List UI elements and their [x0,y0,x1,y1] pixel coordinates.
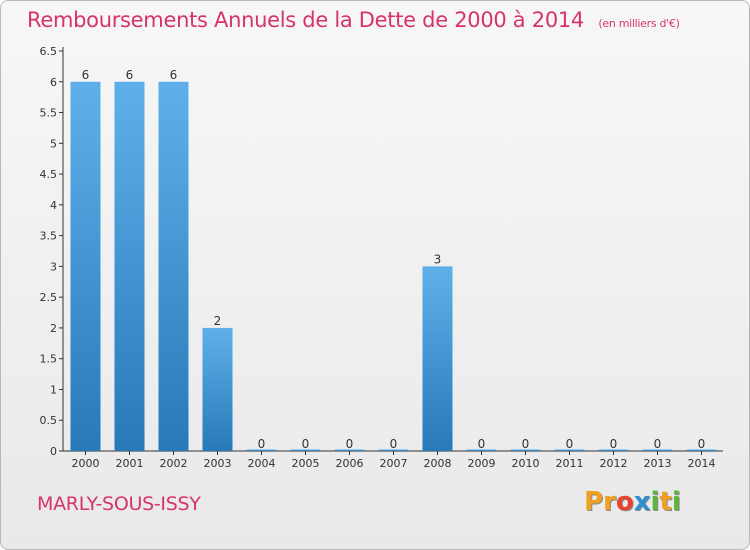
y-tick-label: 0 [50,445,57,458]
data-label: 0 [478,437,486,451]
x-tick-label: 2014 [688,457,716,470]
bar [246,449,277,451]
data-label: 0 [566,437,574,451]
data-label: 6 [126,68,134,82]
data-label: 2 [214,314,222,328]
data-label: 3 [434,252,442,266]
bar [378,449,409,451]
bar [686,449,717,451]
bar [510,449,541,451]
bar [114,81,145,452]
y-tick-label: 3 [50,260,57,273]
data-label: 6 [82,68,90,82]
data-label: 0 [390,437,398,451]
x-tick-label: 2009 [468,457,496,470]
x-tick-label: 2010 [512,457,540,470]
chart-title-text: Remboursements Annuels de la Dette de 20… [27,8,584,32]
y-tick-label: 4.5 [40,168,58,181]
y-tick-label: 1.5 [40,353,58,366]
x-tick-label: 2003 [204,457,232,470]
y-tick-label: 5.5 [40,107,58,120]
bar [466,449,497,451]
y-tick-label: 2 [50,322,57,335]
x-tick-label: 2007 [380,457,408,470]
x-tick-label: 2012 [600,457,628,470]
bar [290,449,321,451]
proxiti-logo: Proxiti [584,487,681,517]
bar [642,449,673,451]
chart-title: Remboursements Annuels de la Dette de 20… [27,8,680,32]
y-tick-label: 2.5 [40,291,58,304]
x-tick-label: 2000 [72,457,100,470]
x-tick-label: 2001 [116,457,144,470]
logo-letter: t [659,487,672,517]
y-tick-label: 1 [50,383,57,396]
y-tick-label: 4 [50,199,57,212]
data-label: 0 [610,437,618,451]
logo-letter: P [584,487,604,517]
x-tick-label: 2004 [248,457,276,470]
y-tick-label: 6 [50,76,57,89]
bar [70,81,101,452]
data-label: 0 [654,437,662,451]
data-label: 0 [258,437,266,451]
town-name: MARLY-SOUS-ISSY [37,493,201,515]
logo-letter: i [671,487,681,517]
x-tick-label: 2005 [292,457,320,470]
data-label: 0 [698,437,706,451]
logo-letter: o [615,487,634,517]
x-tick-label: 2008 [424,457,452,470]
x-tick-label: 2011 [556,457,584,470]
logo-letter: x [633,487,651,517]
y-tick-label: 0.5 [40,414,58,427]
data-label: 0 [522,437,530,451]
data-label: 0 [346,437,354,451]
y-tick-label: 3.5 [40,230,58,243]
bar [422,266,453,451]
bar [598,449,629,451]
bar [158,81,189,452]
x-tick-label: 2002 [160,457,188,470]
x-tick-label: 2013 [644,457,672,470]
y-tick-label: 5 [50,137,57,150]
logo-letter: r [603,487,616,517]
bar [334,449,365,451]
data-label: 6 [170,68,178,82]
logo-letter: i [650,487,660,517]
bar [554,449,585,451]
y-tick-label: 6.5 [40,45,58,58]
bar [202,327,233,451]
chart-unit: (en milliers d'€) [598,17,680,30]
data-label: 0 [302,437,310,451]
x-tick-label: 2006 [336,457,364,470]
